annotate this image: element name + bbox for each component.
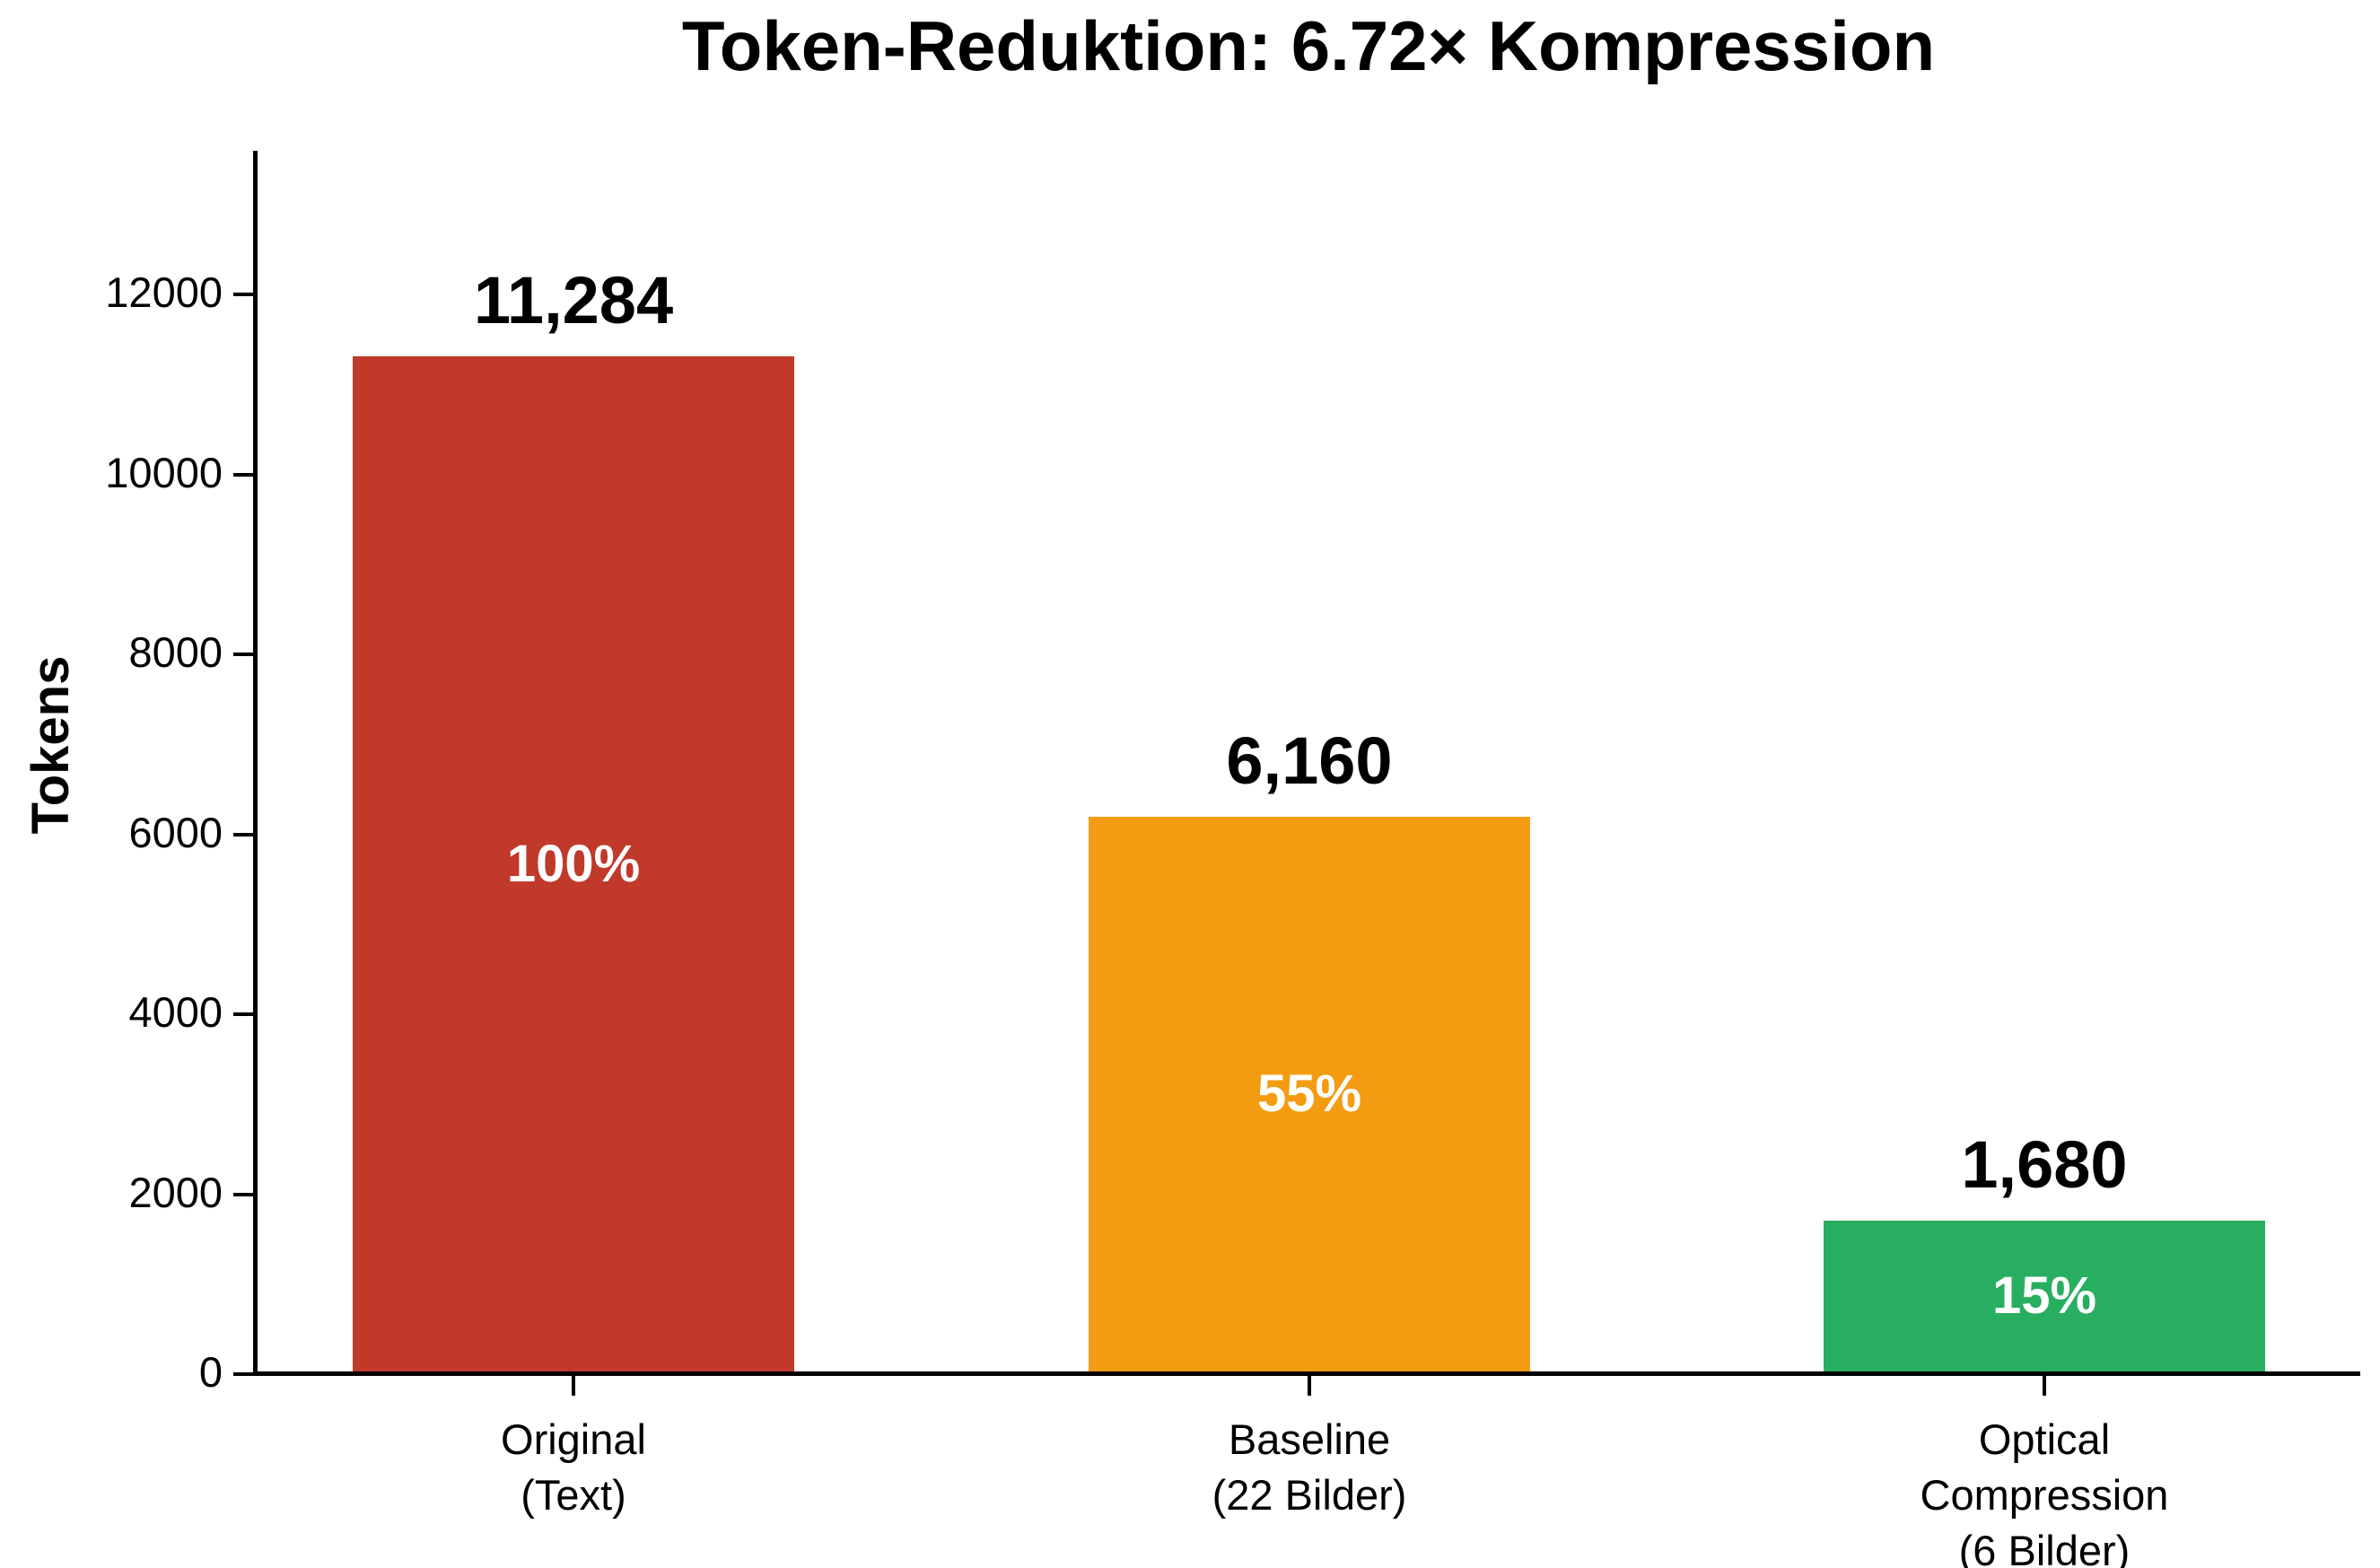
x-tick-label: Baseline (22 Bilder) [1212, 1415, 1407, 1520]
bar-percent-label: 55% [1256, 1064, 1362, 1123]
x-axis-line [253, 1371, 2360, 1376]
y-tick-mark [233, 293, 253, 296]
bar-percent-label: 15% [1991, 1266, 2097, 1325]
y-tick-label: 2000 [128, 1168, 223, 1216]
chart-title: Token-Reduktion: 6.72× Kompression [681, 6, 1936, 85]
y-tick-mark [233, 653, 253, 656]
y-axis-label: Tokens [22, 655, 80, 835]
bar-2 [1824, 1221, 2265, 1371]
x-tick-mark [1308, 1376, 1311, 1396]
y-tick-label: 0 [198, 1348, 223, 1396]
y-tick-label: 6000 [128, 808, 223, 856]
y-tick-label: 12000 [105, 268, 223, 316]
bar-value-label: 11,284 [473, 263, 674, 337]
bar-1 [1089, 817, 1530, 1371]
y-axis-line [253, 151, 258, 1376]
y-tick-mark [233, 1192, 253, 1196]
y-tick-mark [233, 1372, 253, 1376]
bar-percent-label: 100% [506, 835, 641, 893]
x-tick-mark [2043, 1376, 2046, 1396]
x-tick-label: Optical Compression (6 Bilder) [1920, 1415, 2169, 1568]
bar-0 [353, 356, 794, 1371]
y-tick-mark [233, 832, 253, 837]
y-tick-label: 8000 [128, 628, 223, 676]
y-tick-label: 4000 [128, 988, 223, 1036]
x-tick-label: Original (Text) [501, 1415, 646, 1520]
y-tick-label: 10000 [105, 448, 223, 496]
y-tick-mark [233, 472, 253, 477]
y-tick-mark [233, 1012, 253, 1016]
x-tick-mark [572, 1376, 575, 1396]
bar-value-label: 6,160 [1226, 723, 1393, 798]
bar-value-label: 1,680 [1961, 1127, 2128, 1202]
